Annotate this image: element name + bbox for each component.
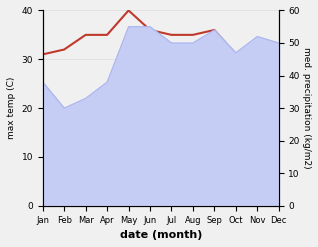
Y-axis label: max temp (C): max temp (C) [7, 77, 16, 139]
Y-axis label: med. precipitation (kg/m2): med. precipitation (kg/m2) [302, 47, 311, 169]
X-axis label: date (month): date (month) [120, 230, 202, 240]
